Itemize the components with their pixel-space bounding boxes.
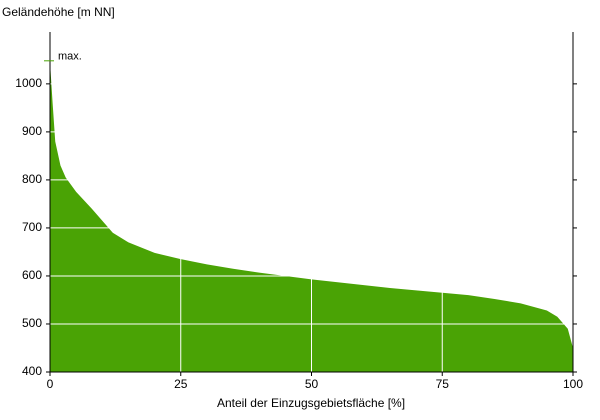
y-tick-label: 800 — [22, 172, 42, 186]
y-tick-label: 400 — [22, 364, 42, 378]
x-tick-label: 0 — [47, 377, 54, 391]
y-tick-label: 500 — [22, 316, 42, 330]
y-axis-title: Geländehöhe [m NN] — [2, 5, 115, 19]
max-label: max. — [58, 51, 82, 63]
y-tick-label: 900 — [22, 124, 42, 138]
y-tick-label: 1000 — [15, 76, 42, 90]
y-tick-label: 600 — [22, 268, 42, 282]
x-tick-label: 100 — [563, 377, 583, 391]
y-tick-label: 700 — [22, 220, 42, 234]
x-tick-label: 25 — [174, 377, 188, 391]
x-axis-title: Anteil der Einzugsgebietsfläche [%] — [217, 396, 405, 410]
x-tick-label: 50 — [305, 377, 319, 391]
x-tick-label: 75 — [436, 377, 450, 391]
